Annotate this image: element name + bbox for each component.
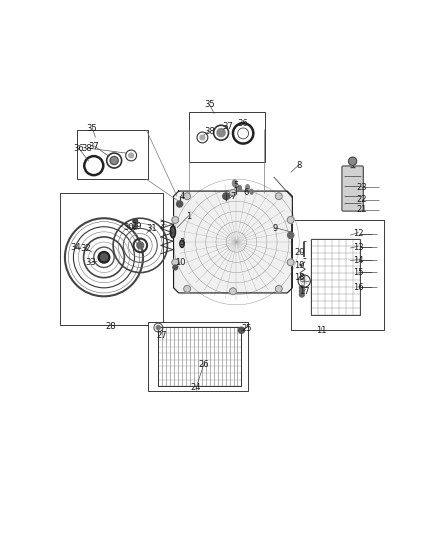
Circle shape	[300, 286, 304, 290]
Text: 33: 33	[85, 258, 96, 267]
Text: 4: 4	[180, 192, 185, 201]
Text: 29: 29	[131, 222, 141, 231]
Circle shape	[217, 128, 225, 137]
Text: 38: 38	[204, 127, 215, 136]
Text: 31: 31	[146, 224, 157, 233]
Circle shape	[172, 259, 179, 266]
Circle shape	[276, 286, 282, 292]
Text: 25: 25	[241, 324, 252, 333]
Circle shape	[133, 225, 137, 229]
Ellipse shape	[250, 189, 253, 194]
Text: 3: 3	[179, 238, 185, 246]
Circle shape	[137, 242, 144, 249]
Circle shape	[184, 193, 191, 199]
Text: 20: 20	[294, 248, 304, 257]
Circle shape	[177, 201, 183, 207]
Text: 15: 15	[353, 268, 364, 277]
Text: 18: 18	[294, 273, 304, 282]
Circle shape	[300, 289, 304, 294]
Circle shape	[184, 286, 191, 292]
Text: 8: 8	[297, 161, 302, 170]
Text: 14: 14	[353, 256, 364, 265]
Text: 24: 24	[191, 383, 201, 392]
Text: 36: 36	[73, 144, 84, 153]
Polygon shape	[173, 191, 293, 293]
Bar	[77, 130, 148, 179]
Text: 1: 1	[186, 212, 191, 221]
FancyBboxPatch shape	[342, 166, 363, 211]
Text: 19: 19	[294, 261, 304, 270]
Text: 6: 6	[244, 188, 249, 197]
Circle shape	[230, 189, 237, 196]
Text: 36: 36	[238, 119, 248, 128]
Circle shape	[172, 216, 179, 223]
Bar	[291, 220, 384, 330]
Circle shape	[238, 327, 244, 333]
Ellipse shape	[233, 180, 237, 187]
Bar	[60, 193, 163, 325]
Bar	[189, 112, 265, 161]
Circle shape	[200, 135, 205, 140]
Text: 12: 12	[353, 229, 364, 238]
Bar	[158, 327, 241, 386]
Bar	[148, 322, 248, 391]
Text: 13: 13	[353, 243, 364, 252]
Text: 34: 34	[70, 243, 81, 252]
Circle shape	[101, 254, 107, 261]
Text: 28: 28	[106, 322, 116, 332]
Text: 10: 10	[175, 258, 186, 267]
Ellipse shape	[246, 184, 249, 191]
Text: 35: 35	[87, 124, 97, 133]
Text: 17: 17	[299, 287, 310, 296]
Text: 7: 7	[230, 192, 236, 201]
Circle shape	[288, 232, 294, 238]
Text: 37: 37	[88, 142, 99, 151]
Text: 35: 35	[204, 100, 215, 109]
Text: 32: 32	[80, 244, 91, 253]
Text: 30: 30	[124, 223, 134, 232]
Text: 11: 11	[316, 326, 326, 335]
Circle shape	[133, 219, 138, 223]
Text: 23: 23	[357, 182, 367, 191]
Text: 27: 27	[156, 331, 167, 340]
Circle shape	[287, 216, 294, 223]
Text: 21: 21	[357, 205, 367, 214]
Text: 9: 9	[273, 224, 278, 233]
Ellipse shape	[238, 185, 241, 191]
Text: 2: 2	[159, 221, 164, 230]
Text: 26: 26	[199, 360, 209, 369]
Circle shape	[110, 157, 118, 165]
Circle shape	[173, 265, 178, 270]
Circle shape	[276, 193, 282, 199]
Circle shape	[349, 157, 357, 165]
Ellipse shape	[181, 241, 183, 246]
Text: 37: 37	[223, 122, 233, 131]
Text: 38: 38	[81, 144, 92, 153]
Circle shape	[287, 259, 294, 266]
Text: 5: 5	[234, 182, 239, 190]
Circle shape	[156, 326, 160, 329]
Circle shape	[223, 193, 230, 199]
Circle shape	[230, 288, 237, 295]
Circle shape	[300, 292, 304, 297]
Text: 16: 16	[353, 284, 364, 292]
Circle shape	[129, 153, 134, 158]
Text: 22: 22	[357, 195, 367, 204]
Ellipse shape	[172, 227, 174, 237]
Bar	[311, 239, 360, 315]
